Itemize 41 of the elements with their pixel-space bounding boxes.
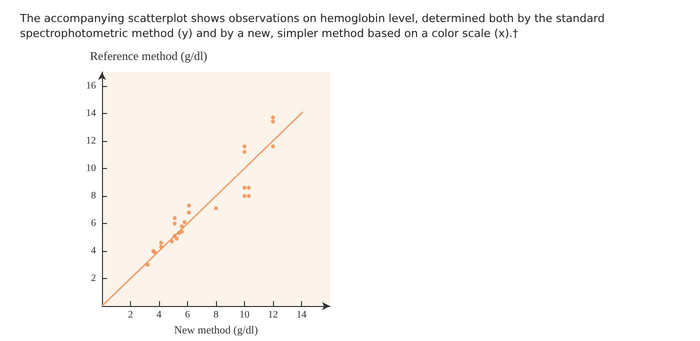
y-axis-title: Reference method (g/dl) [90,49,208,63]
x-tick-label: 10 [240,310,250,321]
point [182,220,187,224]
point [170,239,174,244]
point [246,194,251,198]
y-tick-label: 16 [86,80,96,92]
point [271,144,275,148]
x-tick-label: 4 [156,310,162,321]
x-tick-label: 8 [214,310,218,321]
point [174,236,179,241]
x-tick-label: 2 [128,310,133,321]
point [242,194,246,198]
x-axis-title: New method (g/dl) [174,324,258,336]
point [159,240,164,245]
point [242,144,246,148]
point [180,230,184,234]
point [246,186,251,190]
point [146,262,150,267]
point [271,120,275,124]
y-tick-label: 10 [86,162,96,174]
point [172,234,177,238]
y-tick-label: 6 [91,218,96,229]
point [214,206,218,210]
y-tick-label: 8 [91,190,96,202]
point [186,204,191,208]
x-tick-label: 12 [268,310,278,321]
point [271,115,275,120]
x-tick-label: 14 [296,310,306,321]
point [242,186,246,190]
x-tick-label: 6 [185,310,190,321]
point [180,224,184,228]
point [242,150,246,154]
point [186,210,191,214]
point [172,216,177,220]
chart-title: The accompanying scatterplot shows observations on hemoglobin level, determined both by the standard spectrophotometric method (y) and by a new, simpler method based on a color scale (x).† [19,12,608,40]
y-tick-label: 12 [86,135,96,146]
y-tick-label: 2 [91,273,96,284]
point [172,221,177,226]
y-tick-label: 4 [91,246,96,257]
y-tick-label: 14 [86,108,96,119]
point [159,244,164,249]
